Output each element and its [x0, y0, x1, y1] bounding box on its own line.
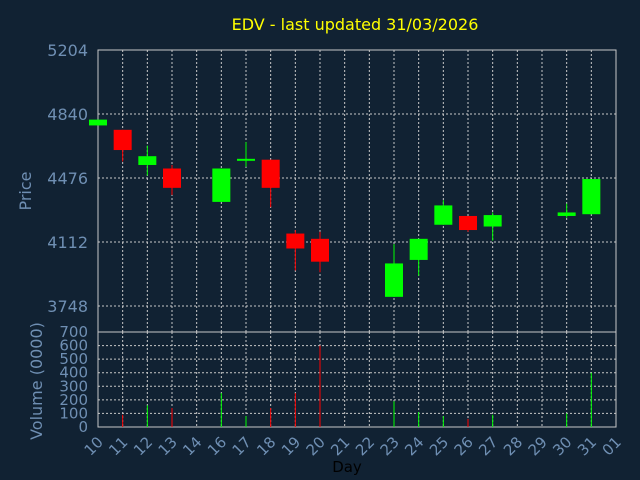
volume-axis-label: Volume (0000) [27, 322, 46, 440]
candle-body [237, 158, 255, 161]
x-tick-label: 13 [155, 433, 181, 459]
volume-tick-label: 200 [59, 391, 88, 409]
x-tick-label: 29 [525, 433, 551, 459]
price-panel-frame [97, 49, 617, 333]
x-tick-label: 14 [179, 433, 205, 459]
price-tick-label: 4476 [47, 169, 88, 188]
x-tick-label: 28 [500, 433, 526, 459]
candle-body [113, 129, 132, 151]
x-tick-label: 27 [475, 433, 501, 459]
volume-bars [122, 345, 592, 427]
x-tick-label: 11 [105, 433, 131, 459]
x-tick-label: 30 [549, 433, 575, 459]
x-axis: 1011121314161718192021222324252627282930… [81, 433, 625, 459]
volume-tick-label: 700 [59, 323, 88, 341]
price-tick-label: 3748 [47, 297, 88, 316]
x-tick-label: 22 [352, 433, 378, 459]
candle-body [483, 215, 502, 227]
x-tick-label: 20 [303, 433, 329, 459]
x-tick-label: 01 [599, 433, 625, 459]
x-tick-label: 18 [253, 433, 279, 459]
candle-body [409, 238, 428, 260]
candle-body [311, 238, 329, 262]
candle-body [138, 156, 157, 165]
candle-body [261, 159, 280, 188]
chart-title: EDV - last updated 31/03/2026 [232, 15, 479, 34]
candle-body [286, 233, 305, 249]
x-tick-label: 24 [401, 433, 427, 459]
price-axis-label: Price [16, 171, 35, 210]
candle-body [459, 215, 477, 231]
volume-tick-label: 400 [59, 364, 88, 382]
price-tick-label: 5204 [47, 41, 88, 60]
volume-tick-label: 600 [59, 337, 88, 355]
x-tick-label: 31 [574, 433, 600, 459]
price-axis: 3748 4112 4476 4840 5204 [47, 41, 88, 316]
candle-body [557, 212, 576, 216]
candle-body [582, 179, 601, 215]
price-tick-label: 4112 [47, 233, 88, 252]
volume-grid [98, 332, 616, 427]
volume-tick-label: 500 [59, 350, 88, 368]
volume-tick-label: 0 [78, 418, 88, 436]
candle-body [434, 205, 453, 225]
candles [89, 119, 601, 297]
x-tick-label: 26 [451, 433, 477, 459]
volume-tick-label: 100 [59, 404, 88, 422]
x-axis-label: Day [332, 458, 362, 476]
x-tick-label: 10 [81, 433, 107, 459]
x-tick-label: 25 [426, 433, 452, 459]
price-tick-label: 4840 [47, 105, 88, 124]
candle-body [385, 263, 403, 297]
volume-panel-frame [97, 331, 617, 428]
candle-body [163, 168, 181, 188]
x-tick-label: 23 [377, 433, 403, 459]
x-tick-label: 16 [204, 433, 230, 459]
x-tick-label: 21 [327, 433, 353, 459]
x-tick-label: 12 [130, 433, 156, 459]
x-tick-label: 19 [278, 433, 304, 459]
x-tick-label: 17 [229, 433, 255, 459]
volume-tick-label: 300 [59, 377, 88, 395]
price-grid [98, 50, 616, 332]
candle-body [89, 119, 107, 126]
candle-body [212, 168, 231, 202]
